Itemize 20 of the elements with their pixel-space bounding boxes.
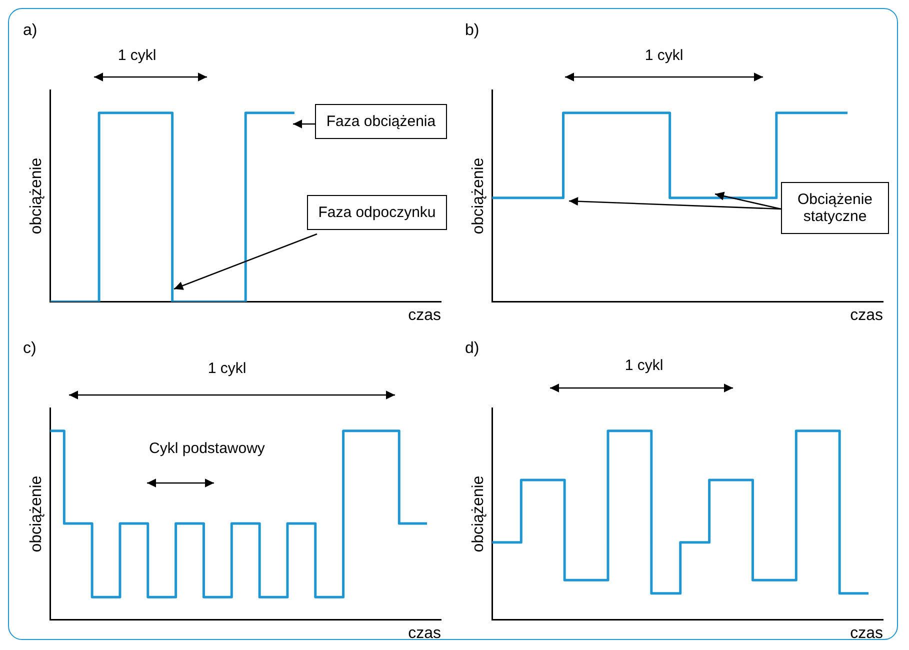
y-axis-title: obciążenie	[28, 158, 46, 234]
annotation: Obciążenie statyczne	[781, 182, 889, 234]
text: 1 cykl	[624, 357, 664, 374]
y-axis-title: obciążenie	[470, 158, 488, 234]
text: 1 cykl	[206, 360, 248, 377]
y-axis-title: obciążenie	[470, 476, 488, 552]
text: 1 cykl	[116, 47, 158, 64]
x-axis-title: czas	[408, 624, 441, 642]
annotation: Faza odpoczynku	[307, 195, 447, 230]
annotation: Cykl podstawowy	[148, 440, 266, 457]
chart-title: c)	[23, 340, 36, 358]
x-axis-title: czas	[850, 306, 883, 324]
y-axis-title: obciążenie	[28, 476, 46, 552]
chart-title: a)	[23, 22, 38, 40]
text: 1 cykl	[644, 47, 684, 64]
chart-title: d)	[465, 340, 480, 358]
x-axis-title: czas	[850, 624, 883, 642]
chart-title: b)	[465, 22, 480, 40]
annotation: Faza obciążenia	[315, 104, 447, 139]
x-axis-title: czas	[408, 306, 441, 324]
